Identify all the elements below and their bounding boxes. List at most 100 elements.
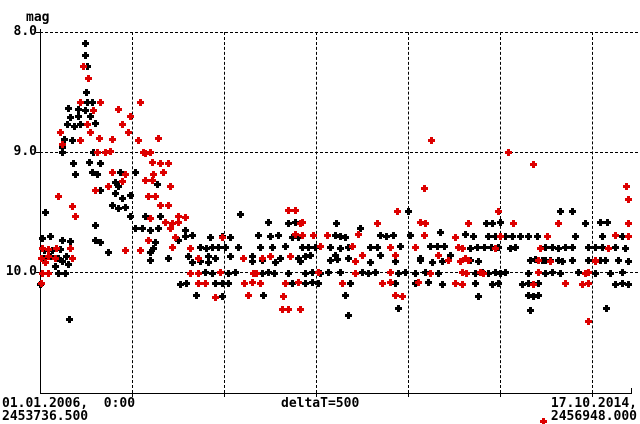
data-point [203, 245, 210, 252]
data-point [189, 259, 196, 266]
data-point [525, 270, 532, 277]
data-point [119, 121, 126, 128]
data-point [605, 245, 612, 252]
data-point [488, 244, 495, 251]
data-point [592, 270, 599, 277]
data-point [512, 244, 519, 251]
data-point [299, 219, 306, 226]
data-point [241, 280, 248, 287]
data-point [549, 244, 556, 251]
data-point [359, 252, 366, 259]
data-point [92, 222, 99, 229]
data-point [397, 243, 404, 250]
data-point [367, 259, 374, 266]
data-point [65, 261, 72, 268]
data-point [492, 233, 499, 240]
data-point [537, 245, 544, 252]
data-point [472, 280, 479, 287]
data-point [249, 253, 256, 260]
data-point [45, 253, 52, 260]
data-point [82, 52, 89, 59]
data-point [462, 231, 469, 238]
data-point [292, 219, 299, 226]
data-point [305, 244, 312, 251]
data-point [575, 269, 582, 276]
data-point [39, 245, 46, 252]
data-point [147, 215, 154, 222]
data-point [52, 255, 59, 262]
data-point [197, 258, 204, 265]
data-point [90, 149, 97, 156]
x-tick-mark [224, 393, 225, 397]
data-point [569, 257, 576, 264]
data-point [69, 137, 76, 144]
data-point [530, 281, 537, 288]
v-gridline [224, 32, 225, 393]
data-point [149, 159, 156, 166]
data-point [245, 292, 252, 299]
data-point [212, 280, 219, 287]
data-point [275, 232, 282, 239]
data-point [324, 232, 331, 239]
data-point [137, 99, 144, 106]
data-point [269, 244, 276, 251]
data-point [39, 270, 46, 277]
data-point [582, 220, 589, 227]
data-point [530, 161, 537, 168]
data-point [429, 259, 436, 266]
data-point [249, 258, 256, 265]
data-point [119, 178, 126, 185]
x-tick-mark [132, 393, 133, 397]
data-point [97, 187, 104, 194]
data-point [337, 233, 344, 240]
data-point [315, 269, 322, 276]
data-point [207, 234, 214, 241]
data-point [45, 270, 52, 277]
data-point [495, 280, 502, 287]
data-point [517, 233, 524, 240]
data-point [59, 258, 66, 265]
data-point [87, 129, 94, 136]
data-point [292, 231, 299, 238]
data-point [227, 234, 234, 241]
data-point [333, 220, 340, 227]
data-point [272, 259, 279, 266]
data-point [132, 169, 139, 176]
data-point [279, 306, 286, 313]
data-point [89, 169, 96, 176]
data-point [422, 269, 429, 276]
data-point [507, 245, 514, 252]
data-point [75, 113, 82, 120]
data-point [465, 220, 472, 227]
data-point [155, 225, 162, 232]
data-point [53, 245, 60, 252]
data-point [122, 247, 129, 254]
data-point [474, 244, 481, 251]
data-point [377, 232, 384, 239]
data-point [65, 105, 72, 112]
x-axis-line [40, 393, 632, 394]
x-start-jd-label: 2453736.500 [2, 409, 89, 424]
data-point [82, 40, 89, 47]
data-point [345, 244, 352, 251]
data-point [265, 219, 272, 226]
data-point [67, 114, 74, 121]
x-axis-end-tick [631, 388, 632, 394]
data-point [59, 141, 66, 148]
data-point [325, 269, 332, 276]
data-point [160, 169, 167, 176]
data-point [109, 202, 116, 209]
data-point [372, 269, 379, 276]
data-point [295, 234, 302, 241]
data-point [315, 280, 322, 287]
y-axis-line [40, 29, 41, 394]
data-point [603, 305, 610, 312]
data-point [439, 258, 446, 265]
data-point [544, 233, 551, 240]
data-point [285, 270, 292, 277]
data-point [61, 136, 68, 143]
data-point [285, 306, 292, 313]
data-point [334, 256, 341, 263]
data-point [117, 169, 124, 176]
data-point [202, 269, 209, 276]
